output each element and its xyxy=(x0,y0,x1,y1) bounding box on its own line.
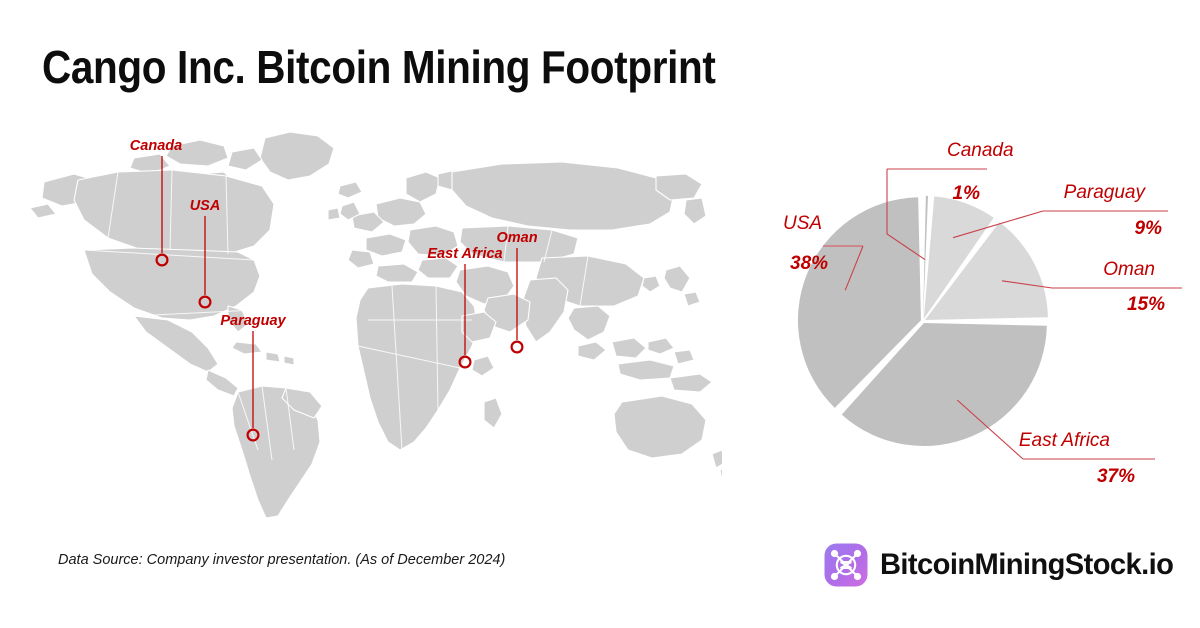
pie-label-name: USA xyxy=(783,213,822,234)
world-map-panel: Canada USA Paraguay East Africa Oman xyxy=(22,120,722,520)
map-marker-paraguay: Paraguay xyxy=(220,313,287,442)
label-leader-line xyxy=(886,169,926,260)
pie-slice-paraguay[interactable] xyxy=(923,196,994,319)
marker-dot xyxy=(198,295,212,309)
pie-label-name: Canada xyxy=(947,140,1014,161)
data-source-note: Data Source: Company investor presentati… xyxy=(58,552,506,568)
pie-label-percent: 9% xyxy=(1135,218,1163,239)
pie-label-name: Oman xyxy=(1103,259,1155,280)
pie-slices xyxy=(797,195,1048,447)
map-marker-east-africa: East Africa xyxy=(427,246,503,369)
pie-slice-usa[interactable] xyxy=(797,197,921,408)
brand-logo-text: BitcoinMiningStock.io xyxy=(879,548,1174,581)
pie-slice-canada[interactable] xyxy=(923,195,929,319)
marker-dot xyxy=(246,428,260,442)
pie-label-east-africa: East Africa 37% xyxy=(956,399,1155,487)
pie-slice-east-africa[interactable] xyxy=(841,323,1047,447)
pie-label-percent: 1% xyxy=(953,183,981,204)
pie-label-usa: USA 38% xyxy=(783,213,864,291)
map-marker-label: Paraguay xyxy=(220,313,286,329)
label-leader-line xyxy=(1001,280,1053,289)
network-node-icon xyxy=(824,543,868,587)
map-marker-label: USA xyxy=(190,198,221,214)
label-leader-line xyxy=(956,399,1024,460)
pie-label-canada: Canada 1% xyxy=(886,140,1014,260)
pie-slice-oman[interactable] xyxy=(924,222,1048,321)
label-leader-line xyxy=(844,245,864,291)
map-marker-usa: USA xyxy=(190,198,221,309)
marker-dot xyxy=(510,340,524,354)
pie-label-name: East Africa xyxy=(1019,430,1110,451)
map-marker-label: Oman xyxy=(496,230,537,246)
marker-dot xyxy=(458,355,472,369)
pie-label-paraguay: Paraguay 9% xyxy=(952,182,1168,239)
pie-label-oman: Oman 15% xyxy=(1001,259,1182,315)
map-marker-oman: Oman xyxy=(496,230,538,354)
marker-dot xyxy=(155,253,169,267)
pie-label-percent: 37% xyxy=(1097,466,1135,487)
brand-logo[interactable]: BitcoinMiningStock.io xyxy=(823,539,1182,591)
map-marker-label: Canada xyxy=(130,138,182,154)
pie-labels: Canada 1% Paraguay 9% Oman 15% East Africa 37% U… xyxy=(783,140,1182,487)
map-marker-canada: Canada xyxy=(130,138,182,267)
pie-label-percent: 15% xyxy=(1127,294,1165,315)
map-internal-borders xyxy=(83,169,589,461)
page-title: Cango Inc. Bitcoin Mining Footprint xyxy=(42,41,716,93)
label-leader-line xyxy=(952,210,1044,239)
map-landmasses xyxy=(29,131,722,519)
pie-chart-svg: Canada 1% Paraguay 9% Oman 15% East Africa 37% U… xyxy=(783,140,1182,487)
pie-label-percent: 38% xyxy=(790,253,828,274)
pie-chart-panel: Canada 1% Paraguay 9% Oman 15% East Africa 37% U… xyxy=(735,126,1195,516)
map-marker-label: East Africa xyxy=(427,246,502,262)
pie-label-name: Paraguay xyxy=(1064,182,1147,203)
